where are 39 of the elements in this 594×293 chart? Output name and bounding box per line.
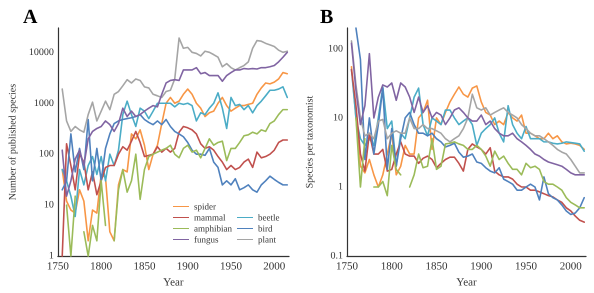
chart-title: B bbox=[320, 6, 334, 28]
x-tick-label: 1900 bbox=[176, 260, 200, 273]
x-tick-label: 1800 bbox=[90, 260, 113, 273]
x-tick-label: 1950 bbox=[220, 260, 243, 273]
y-axis-title: Number of published species bbox=[8, 84, 18, 200]
line-series bbox=[355, 27, 586, 216]
x-tick-label: 1800 bbox=[380, 260, 404, 273]
x-tick-label: 2000 bbox=[263, 260, 286, 273]
legend-label: fungus bbox=[194, 234, 219, 244]
x-tick-label: 1950 bbox=[515, 260, 538, 273]
x-tick-label: 1850 bbox=[426, 260, 448, 273]
x-tick-label: 1900 bbox=[470, 260, 493, 273]
legend-label: plant bbox=[258, 234, 276, 244]
y-axis-title: Species per taxonomist bbox=[304, 95, 316, 188]
y-tick-label: 100 bbox=[38, 148, 54, 160]
x-axis-title: Year bbox=[163, 276, 184, 288]
y-tick-label: 1 bbox=[48, 250, 54, 262]
line-series bbox=[61, 37, 288, 134]
legend-label: bird bbox=[258, 224, 273, 234]
y-tick-label: 1 bbox=[338, 182, 343, 192]
x-tick-label: 1850 bbox=[133, 260, 156, 273]
y-tick-label: 1000 bbox=[34, 98, 54, 109]
y-tick-label: 100 bbox=[328, 43, 343, 54]
legend-label: beetle bbox=[258, 212, 280, 222]
legend-label: amphibian bbox=[194, 224, 232, 234]
y-tick-label: 0.1 bbox=[330, 250, 343, 262]
y-tick-label: 10 bbox=[44, 200, 54, 211]
x-tick-label: 1750 bbox=[336, 260, 358, 273]
chart-title: A bbox=[23, 6, 38, 28]
line-series bbox=[61, 114, 288, 193]
line-series bbox=[350, 68, 586, 223]
legend-label: mammal bbox=[194, 212, 226, 222]
x-tick-label: 2000 bbox=[560, 260, 582, 273]
legend-label: spider bbox=[194, 202, 216, 212]
y-tick-label: 10000 bbox=[28, 46, 54, 58]
y-tick-label: 10 bbox=[333, 112, 343, 124]
x-axis-title: Year bbox=[456, 276, 477, 288]
x-tick-label: 1750 bbox=[46, 260, 70, 273]
line-series bbox=[61, 52, 288, 197]
